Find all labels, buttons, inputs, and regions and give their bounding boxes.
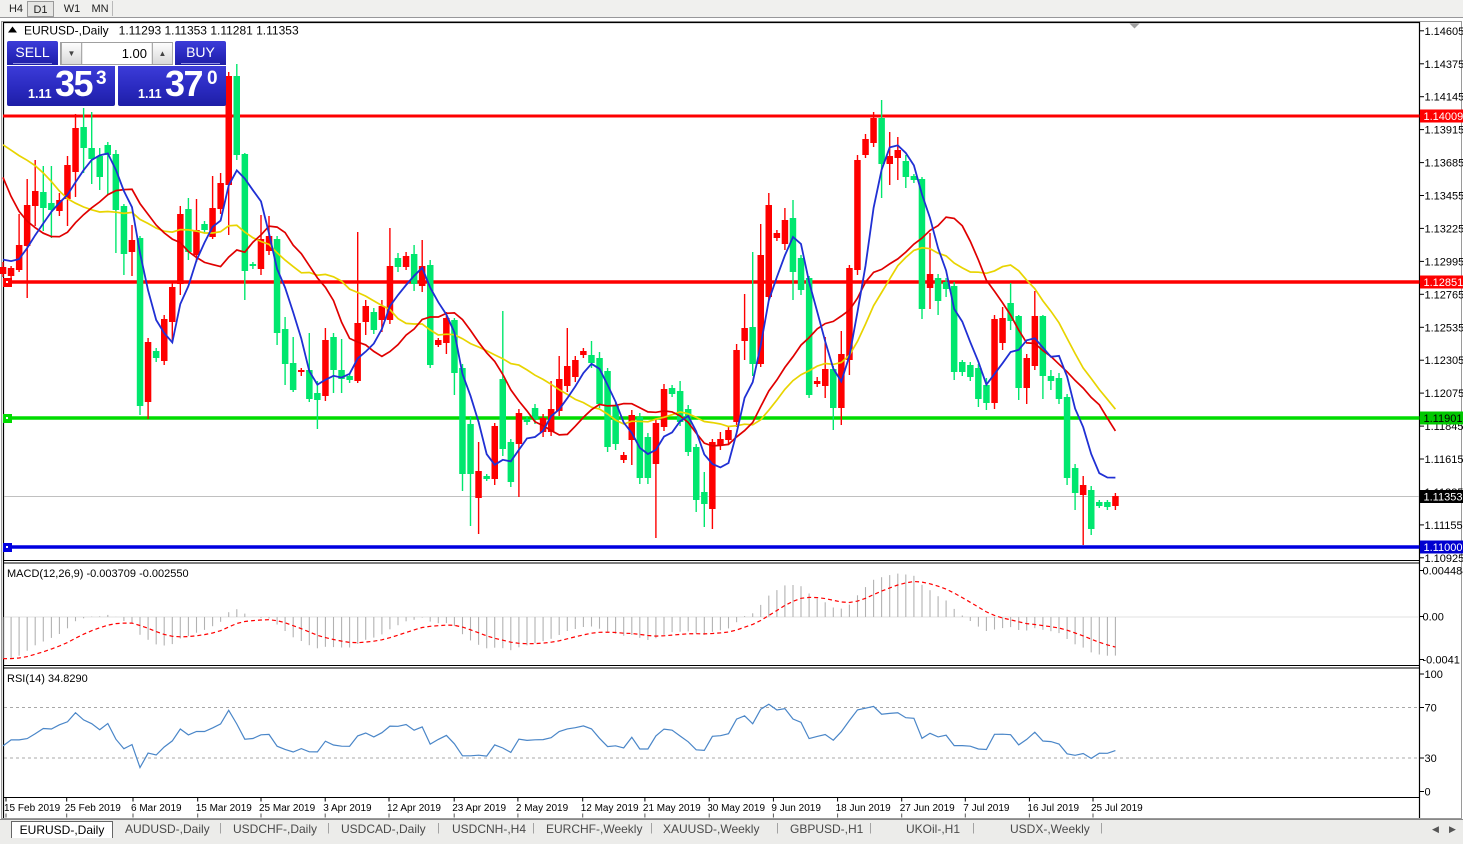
svg-text:30 May 2019: 30 May 2019 xyxy=(707,803,765,814)
svg-text:1.13685: 1.13685 xyxy=(1425,158,1463,170)
svg-text:15 Mar 2019: 15 Mar 2019 xyxy=(196,803,253,814)
svg-text:1.12075: 1.12075 xyxy=(1425,388,1463,400)
svg-text:25 Mar 2019: 25 Mar 2019 xyxy=(259,803,316,814)
svg-text:25 Jul 2019: 25 Jul 2019 xyxy=(1091,803,1143,814)
svg-text:1.14605: 1.14605 xyxy=(1425,26,1463,38)
svg-text:EURUSD-,Daily 1.11293 1.1135: EURUSD-,Daily 1.11293 1.11353 1.11281 1.… xyxy=(24,24,299,38)
svg-text:MACD(12,26,9) -0.003709 -0.002: MACD(12,26,9) -0.003709 -0.002550 xyxy=(7,568,189,580)
svg-text:1.14009: 1.14009 xyxy=(1424,111,1463,123)
svg-text:9 Jun 2019: 9 Jun 2019 xyxy=(771,803,821,814)
svg-text:30: 30 xyxy=(1425,753,1437,765)
svg-text:1.13225: 1.13225 xyxy=(1425,223,1463,235)
svg-text:100: 100 xyxy=(1425,669,1443,681)
svg-text:RSI(14) 34.8290: RSI(14) 34.8290 xyxy=(7,673,88,685)
svg-text:1.12995: 1.12995 xyxy=(1425,256,1463,268)
svg-text:-0.0041: -0.0041 xyxy=(1423,655,1460,667)
svg-text:12 Apr 2019: 12 Apr 2019 xyxy=(387,803,441,814)
svg-text:25 Feb 2019: 25 Feb 2019 xyxy=(65,803,122,814)
svg-text:6 Mar 2019: 6 Mar 2019 xyxy=(131,803,182,814)
svg-text:1.14375: 1.14375 xyxy=(1425,59,1463,71)
svg-text:1.11000: 1.11000 xyxy=(1424,542,1463,554)
svg-text:1.12305: 1.12305 xyxy=(1425,355,1463,367)
svg-text:2 May 2019: 2 May 2019 xyxy=(516,803,569,814)
svg-text:0.004484: 0.004484 xyxy=(1423,566,1463,578)
svg-text:1.12851: 1.12851 xyxy=(1424,277,1463,289)
svg-text:3 Apr 2019: 3 Apr 2019 xyxy=(323,803,372,814)
svg-text:0.00: 0.00 xyxy=(1423,612,1444,624)
svg-text:1.13915: 1.13915 xyxy=(1425,125,1463,137)
svg-text:1.11155: 1.11155 xyxy=(1425,520,1463,532)
svg-text:1.12535: 1.12535 xyxy=(1425,322,1463,334)
svg-text:1.13455: 1.13455 xyxy=(1425,191,1463,203)
svg-text:18 Jun 2019: 18 Jun 2019 xyxy=(836,803,891,814)
svg-text:21 May 2019: 21 May 2019 xyxy=(643,803,701,814)
svg-text:7 Jul 2019: 7 Jul 2019 xyxy=(963,803,1010,814)
svg-text:0: 0 xyxy=(1425,787,1431,799)
svg-text:27 Jun 2019: 27 Jun 2019 xyxy=(900,803,955,814)
svg-text:1.11901: 1.11901 xyxy=(1424,413,1463,425)
svg-text:1.11353: 1.11353 xyxy=(1424,492,1463,504)
svg-text:12 May 2019: 12 May 2019 xyxy=(581,803,639,814)
svg-text:1.14145: 1.14145 xyxy=(1425,92,1463,104)
svg-text:16 Jul 2019: 16 Jul 2019 xyxy=(1027,803,1079,814)
svg-text:1.11615: 1.11615 xyxy=(1425,454,1463,466)
svg-text:1.12765: 1.12765 xyxy=(1425,289,1463,301)
svg-text:1.10925: 1.10925 xyxy=(1425,553,1463,565)
svg-text:23 Apr 2019: 23 Apr 2019 xyxy=(452,803,506,814)
svg-text:15 Feb 2019: 15 Feb 2019 xyxy=(4,803,61,814)
svg-text:70: 70 xyxy=(1425,703,1437,715)
